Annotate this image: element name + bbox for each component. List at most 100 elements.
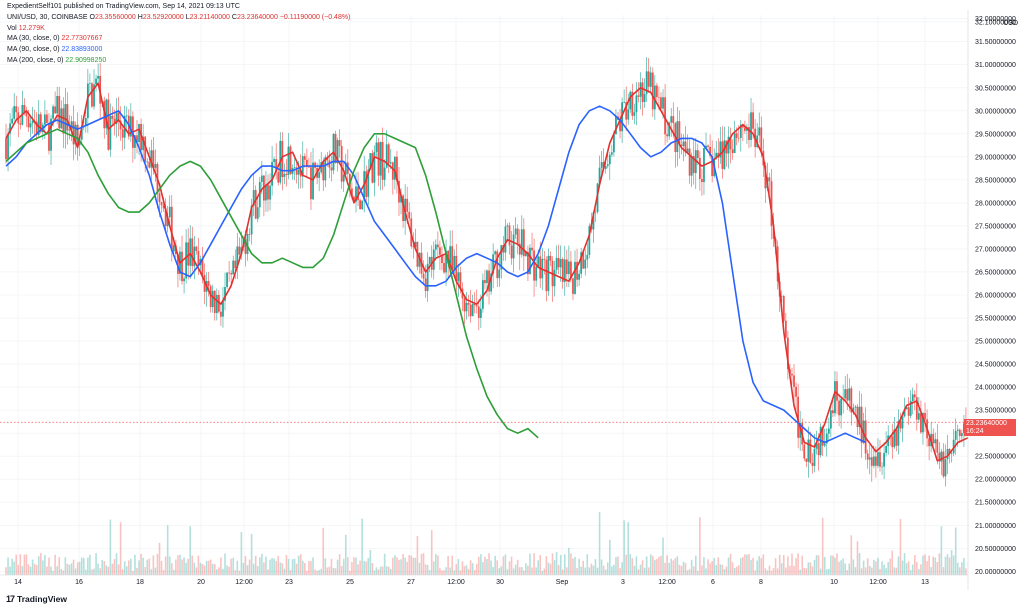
candle-body — [318, 172, 321, 178]
volume-bar — [942, 567, 945, 575]
candle-body — [559, 259, 562, 268]
volume-bar — [844, 563, 846, 575]
tradingview-logo[interactable]: 17 TradingView — [6, 594, 67, 604]
price-tick-label: 28.00000000 — [975, 200, 1016, 207]
candle-body — [439, 247, 441, 255]
candle-body — [512, 234, 515, 259]
volume-bar — [52, 570, 54, 575]
volume-bar — [930, 567, 932, 575]
volume-bar — [907, 561, 910, 575]
candle-body — [9, 123, 11, 134]
price-tick-label: 21.50000000 — [975, 500, 1016, 507]
volume-bar — [473, 570, 476, 575]
candle-body — [510, 245, 513, 259]
volume-bar — [244, 555, 247, 575]
candle-body — [105, 99, 108, 129]
time-tick-label: 13 — [921, 579, 929, 586]
candle-body — [119, 120, 122, 130]
volume-bar — [756, 560, 758, 575]
volume-bar — [629, 554, 632, 575]
candle-body — [70, 121, 73, 130]
candle-body — [367, 169, 370, 197]
volume-bar — [187, 558, 189, 575]
volume-bar — [684, 562, 687, 575]
volume-bar — [760, 558, 763, 575]
candle-body — [954, 430, 957, 440]
volume-bar — [860, 568, 863, 575]
volume-bar — [854, 567, 857, 575]
symbol-label[interactable]: UNI/USD, 30, COINBASE — [7, 13, 88, 21]
candle-body — [459, 272, 462, 289]
volume-bar — [654, 559, 656, 575]
candle-body — [807, 439, 810, 462]
volume-bar — [574, 556, 576, 575]
volume-bar — [37, 556, 40, 575]
volume-legend[interactable]: Vol 12.279K — [7, 24, 45, 32]
volume-bar — [721, 564, 724, 575]
volume-bar — [42, 560, 44, 575]
volume-bar — [680, 565, 683, 575]
volume-bar — [762, 554, 765, 575]
volume-bar — [193, 562, 196, 575]
candle-body — [686, 148, 689, 153]
candle-body — [795, 386, 797, 397]
volume-bar — [940, 526, 943, 575]
volume-bar — [666, 555, 668, 575]
volume-bar — [920, 564, 922, 575]
volume-bar — [277, 555, 280, 575]
volume-bar — [883, 564, 885, 575]
candle-body — [641, 82, 644, 103]
volume-bar — [181, 559, 183, 575]
volume-bar — [928, 555, 930, 575]
volume-bar — [500, 566, 503, 575]
candle-body — [555, 257, 558, 270]
candle-body — [956, 429, 959, 431]
candle-body — [813, 448, 816, 466]
volume-bar — [529, 553, 531, 575]
candle-body — [909, 400, 912, 416]
volume-bar — [189, 526, 192, 575]
candle-body — [39, 114, 42, 133]
volume-bar — [385, 566, 388, 575]
candle-body — [244, 239, 247, 254]
volume-bar — [793, 565, 795, 575]
candle-body — [234, 260, 237, 269]
volume-bar — [580, 566, 582, 575]
candle-body — [48, 122, 50, 151]
volume-bar — [78, 561, 81, 575]
candle-body — [948, 449, 951, 454]
ma200-legend[interactable]: MA (200, close, 0) 22.90998250 — [7, 56, 107, 64]
volume-bar — [326, 567, 329, 575]
volume-bar — [74, 568, 77, 575]
volume-bar — [504, 554, 507, 575]
price-tick-label: 26.00000000 — [975, 293, 1016, 300]
volume-bar — [347, 557, 349, 575]
volume-bar — [838, 561, 840, 575]
ma90-legend[interactable]: MA (90, close, 0) 22.83893000 — [7, 46, 103, 54]
currency-label: USD — [1003, 20, 1018, 27]
volume-bar — [213, 564, 216, 575]
price-tick-label: 24.50000000 — [975, 362, 1016, 369]
candle-body — [490, 273, 492, 292]
volume-bar — [301, 560, 304, 575]
time-tick-label: 3 — [621, 579, 625, 586]
ma30-legend[interactable]: MA (30, close, 0) 22.77307667 — [7, 35, 103, 43]
candle-body — [314, 162, 316, 168]
candle-body — [694, 150, 697, 174]
candle-body — [125, 115, 128, 117]
volume-bar — [887, 561, 889, 575]
volume-bar — [557, 565, 560, 575]
volume-bar — [744, 554, 746, 575]
volume-bar — [664, 562, 666, 575]
volume-bar — [606, 562, 609, 575]
volume-bar — [533, 553, 535, 575]
candle-body — [651, 72, 654, 110]
volume-bar — [85, 569, 87, 575]
volume-bar — [48, 557, 50, 575]
candle-body — [557, 257, 560, 268]
volume-bar — [770, 570, 773, 575]
candle-body — [463, 298, 466, 312]
candle-body — [705, 145, 707, 149]
candle-body — [293, 167, 296, 169]
